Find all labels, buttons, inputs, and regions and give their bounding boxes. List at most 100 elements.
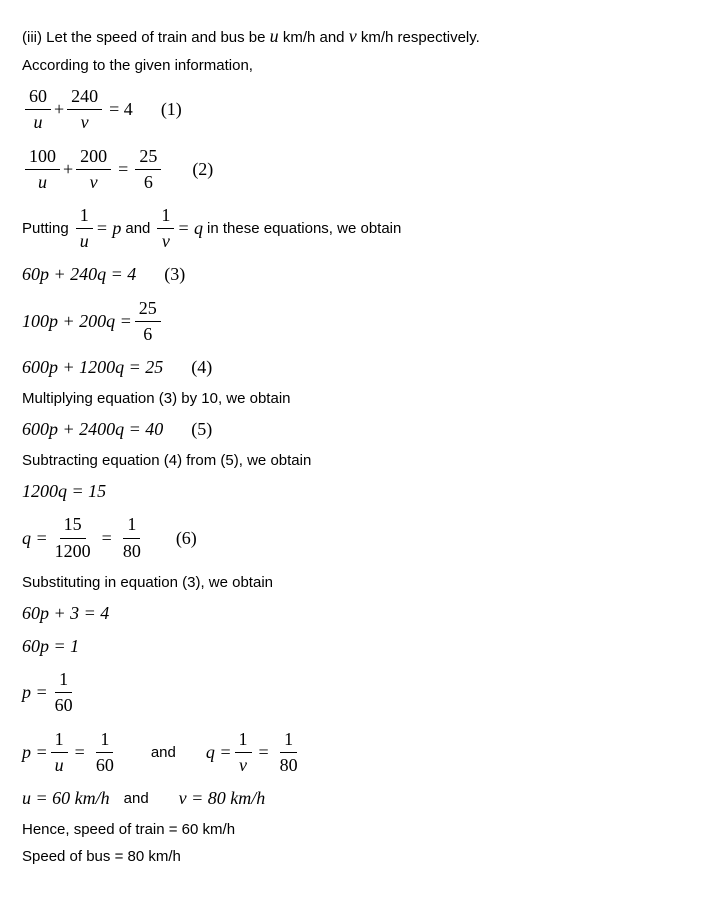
eq-number-1: (1) [161, 97, 182, 122]
eq-60p1: 60p = 1 [22, 634, 703, 659]
frac-240-v: 240 v [67, 84, 102, 135]
num: 60 [25, 84, 51, 110]
num: 1 [51, 727, 68, 753]
putting-line: Putting 1 u = p and 1 v = q in these equ… [22, 203, 703, 254]
equation-3: 60p + 240q = 4 (3) [22, 262, 703, 287]
num: 1 [280, 727, 297, 753]
expr: 60p + 240q = 4 [22, 262, 136, 287]
frac-200-v: 200 v [76, 144, 111, 195]
text: in these equations, we obtain [207, 218, 401, 239]
eq-number-4: (4) [191, 355, 212, 380]
frac-1-u2: 1 u [51, 727, 68, 778]
speeds-line: u = 60 km/h and v = 80 km/h [22, 786, 703, 811]
equals: = [118, 157, 128, 182]
den: 60 [51, 693, 77, 718]
plus: + [63, 157, 73, 182]
and: and [124, 788, 149, 809]
num: 1 [76, 203, 93, 229]
p-eq: p = [22, 740, 48, 765]
substituting-text: Substituting in equation (3), we obtain [22, 572, 703, 593]
frac-1-80b: 1 80 [276, 727, 302, 778]
num: 1 [123, 512, 140, 538]
eq-1200q: 1200q = 15 [22, 479, 703, 504]
eq-number-2: (2) [192, 157, 213, 182]
eq-60p3: 60p + 3 = 4 [22, 601, 703, 626]
u60: u = 60 km/h [22, 786, 110, 811]
den: u [51, 753, 68, 778]
den: u [76, 229, 93, 254]
frac-25-6b: 25 6 [135, 296, 161, 347]
num: 200 [76, 144, 111, 170]
num: 1 [96, 727, 113, 753]
frac-1-60: 1 60 [51, 667, 77, 718]
eq-p-q-final: p = 1 u = 1 60 and q = 1 v = 1 80 [22, 727, 703, 778]
text: (iii) Let the speed of train and bus be [22, 29, 270, 46]
den: v [77, 110, 93, 135]
equation-5: 600p + 2400q = 40 (5) [22, 417, 703, 442]
den: v [158, 229, 174, 254]
v80: v = 80 km/h [179, 786, 266, 811]
num: 25 [135, 144, 161, 170]
eq-number-6: (6) [176, 526, 197, 551]
den: 80 [119, 539, 145, 564]
den: u [34, 170, 51, 195]
equals-4: = 4 [109, 97, 133, 122]
den: 80 [276, 753, 302, 778]
den: 1200 [51, 539, 95, 564]
den: 6 [140, 170, 157, 195]
text: km/h respectively. [357, 29, 480, 46]
den: u [30, 110, 47, 135]
and: and [151, 742, 176, 763]
expr: 60p = 1 [22, 634, 79, 659]
expr: 100p + 200q = [22, 309, 132, 334]
frac-25-6: 25 6 [135, 144, 161, 195]
sub-1v-q: 1 v = q [154, 203, 203, 254]
intro-line-1: (iii) Let the speed of train and bus be … [22, 24, 703, 49]
frac-1-60b: 1 60 [92, 727, 118, 778]
equation-6: q = 15 1200 = 1 80 (6) [22, 512, 703, 563]
hence-1: Hence, speed of train = 60 km/h [22, 819, 703, 840]
equals: = [102, 526, 112, 551]
text: Putting [22, 218, 69, 239]
expr: 600p + 1200q = 25 [22, 355, 163, 380]
and: and [125, 218, 150, 239]
eq-q: = q [177, 216, 203, 241]
equation-1: 60 u + 240 v = 4 (1) [22, 84, 703, 135]
frac-1-u: 1 u [76, 203, 93, 254]
equals: = [75, 740, 85, 765]
hence-2: Speed of bus = 80 km/h [22, 846, 703, 867]
eq-number-3: (3) [164, 262, 185, 287]
eq-p: = p [96, 216, 122, 241]
den: 60 [92, 753, 118, 778]
text: km/h and [279, 29, 349, 46]
eq-number-5: (5) [191, 417, 212, 442]
equals: = [259, 740, 269, 765]
num: 100 [25, 144, 60, 170]
frac-1-v2: 1 v [235, 727, 252, 778]
den: v [86, 170, 102, 195]
den: v [235, 753, 251, 778]
frac-100-u: 100 u [25, 144, 60, 195]
eq-p-1-60: p = 1 60 [22, 667, 703, 718]
subtract-text: Subtracting equation (4) from (5), we ob… [22, 450, 703, 471]
q-eq: q = [206, 740, 232, 765]
equation-2: 100 u + 200 v = 25 6 (2) [22, 144, 703, 195]
num: 25 [135, 296, 161, 322]
num: 15 [60, 512, 86, 538]
num: 240 [67, 84, 102, 110]
expr: 60p + 3 = 4 [22, 601, 109, 626]
sub-1u-p: 1 u = p [73, 203, 122, 254]
equation-4: 600p + 1200q = 25 (4) [22, 355, 703, 380]
q-eq: q = [22, 526, 48, 551]
expr: 600p + 2400q = 40 [22, 417, 163, 442]
num: 1 [55, 667, 72, 693]
intro-line-2: According to the given information, [22, 55, 703, 76]
expr: 1200q = 15 [22, 479, 106, 504]
equation-100p: 100p + 200q = 25 6 [22, 296, 703, 347]
var-v: v [349, 26, 357, 46]
num: 1 [157, 203, 174, 229]
den: 6 [139, 322, 156, 347]
frac-15-1200: 15 1200 [51, 512, 95, 563]
frac-1-v: 1 v [157, 203, 174, 254]
multiply-text: Multiplying equation (3) by 10, we obtai… [22, 388, 703, 409]
